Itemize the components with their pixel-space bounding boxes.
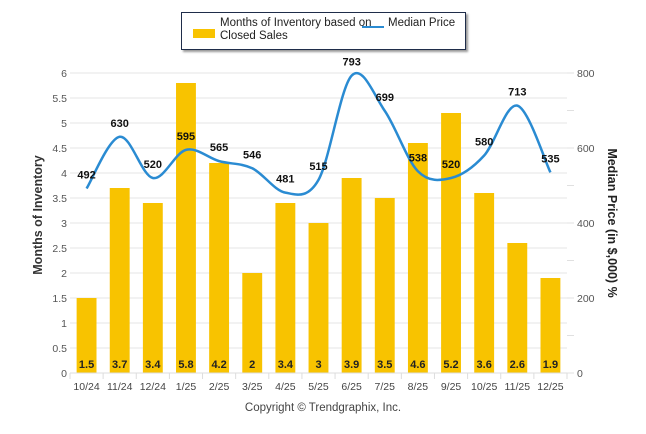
price-value-label: 492 [77, 170, 95, 182]
price-line-path [85, 72, 552, 196]
bar-value-label: 3.6 [477, 359, 492, 371]
x-tick-label: 12/24 [140, 381, 166, 393]
bar-value-label: 2 [249, 359, 255, 371]
bar [441, 113, 461, 373]
x-tick-label: 11/24 [107, 381, 133, 393]
bar [540, 278, 561, 373]
price-labels: 492 630 520 595 565 546 481 515 793 699 538 520 580 7… [77, 57, 559, 186]
x-tick-label: 4/25 [275, 381, 296, 393]
x-tick-label: 2/25 [209, 381, 230, 393]
price-value-label: 538 [409, 152, 427, 164]
bar [142, 203, 163, 373]
bar [176, 83, 196, 373]
right-tick-label: 200 [577, 293, 595, 305]
price-value-label: 565 [210, 142, 228, 154]
bar-value-label: 4.6 [410, 359, 425, 371]
left-axis-title: Months of Inventory [31, 155, 45, 275]
price-value-label: 546 [243, 149, 261, 161]
left-tick-label: 1.5 [52, 293, 67, 305]
bar-value-label: 3.5 [377, 359, 392, 371]
price-line [85, 72, 552, 196]
left-tick-label: 2 [61, 268, 67, 280]
bar-value-label: 3.4 [278, 359, 294, 371]
x-tick-label: 9/25 [441, 381, 462, 393]
legend-line-swatch [362, 26, 384, 28]
bar [308, 223, 329, 373]
x-tick-label: 10/24 [73, 381, 99, 393]
x-tick-label: 7/25 [375, 381, 396, 393]
x-tick-label: 10/25 [471, 381, 497, 393]
x-tick-label: 12/25 [537, 381, 563, 393]
left-tick-label: 3 [61, 218, 67, 230]
right-tick-label: 0 [577, 368, 583, 380]
bar-value-label: 1.5 [79, 359, 94, 371]
left-tick-label: 4.5 [52, 143, 67, 155]
price-value-label: 515 [309, 161, 327, 173]
legend-line-label: Median Price [388, 17, 456, 29]
x-tick-label: 1/25 [176, 381, 197, 393]
bar [374, 198, 395, 373]
left-tick-label: 3.5 [52, 193, 67, 205]
bar [507, 243, 528, 373]
bar-labels: 1.5 3.7 3.4 5.8 4.2 2 3.4 3 3.9 3.5 4.6 5.2 3.6 2.6 1.… [79, 359, 558, 371]
price-value-label: 580 [475, 137, 493, 149]
x-axis: 10/24 11/24 12/24 1/25 2/25 3/25 4/25 5/25 6/25 7… [69, 372, 568, 393]
x-tick-label: 8/25 [408, 381, 429, 393]
bar-value-label: 5.8 [178, 359, 193, 371]
bar-value-label: 1.9 [543, 359, 558, 371]
legend: Months of Inventory based on Closed Sale… [181, 12, 466, 50]
left-tick-label: 5 [61, 118, 67, 130]
left-tick-label: 0.5 [52, 343, 67, 355]
price-value-label: 481 [276, 174, 294, 186]
price-value-label: 699 [376, 92, 394, 104]
bar [474, 193, 495, 373]
price-value-label: 520 [144, 159, 162, 171]
bar [109, 188, 130, 373]
left-tick-label: 6 [61, 68, 67, 80]
left-tick-label: 0 [61, 368, 67, 380]
x-tick-label: 6/25 [341, 381, 362, 393]
bar-value-label: 3.4 [145, 359, 161, 371]
left-tick-label: 4 [61, 168, 67, 180]
bar [275, 203, 296, 373]
right-axis: 0 200 400 600 800 [567, 68, 595, 380]
bar-value-label: 3.7 [112, 359, 127, 371]
bars [76, 83, 561, 373]
right-axis-title: Median Price (in $,000) % [605, 148, 619, 298]
price-value-label: 535 [541, 153, 559, 165]
price-value-label: 595 [177, 131, 195, 143]
right-tick-label: 400 [577, 218, 595, 230]
bar [76, 298, 97, 373]
legend-bar-label: Months of Inventory based on Closed Sale… [220, 17, 372, 42]
right-tick-label: 800 [577, 68, 595, 80]
left-axis: 0 0.5 1 1.5 2 2.5 3 3.5 4 4.5 5 5.5 6 [52, 68, 67, 380]
legend-bar-swatch [193, 29, 215, 38]
bar-value-label: 3.9 [344, 359, 359, 371]
copyright: Copyright © Trendgraphix, Inc. [244, 402, 402, 414]
price-value-label: 793 [342, 57, 360, 69]
bar [407, 143, 428, 373]
bar [209, 163, 230, 373]
bar [242, 273, 263, 373]
left-tick-label: 2.5 [52, 243, 67, 255]
bar-value-label: 4.2 [211, 359, 226, 371]
left-tick-label: 1 [61, 318, 67, 330]
price-value-label: 520 [442, 159, 460, 171]
price-value-label: 713 [508, 87, 526, 99]
left-tick-label: 5.5 [52, 93, 67, 105]
bar [341, 178, 362, 373]
bar-value-label: 2.6 [510, 359, 525, 371]
right-tick-label: 600 [577, 143, 595, 155]
x-tick-label: 5/25 [308, 381, 329, 393]
bar-value-label: 3 [315, 359, 321, 371]
price-value-label: 630 [111, 118, 129, 130]
x-tick-label: 3/25 [242, 381, 263, 393]
x-tick-label: 11/25 [505, 381, 531, 393]
bar-value-label: 5.2 [443, 359, 458, 371]
